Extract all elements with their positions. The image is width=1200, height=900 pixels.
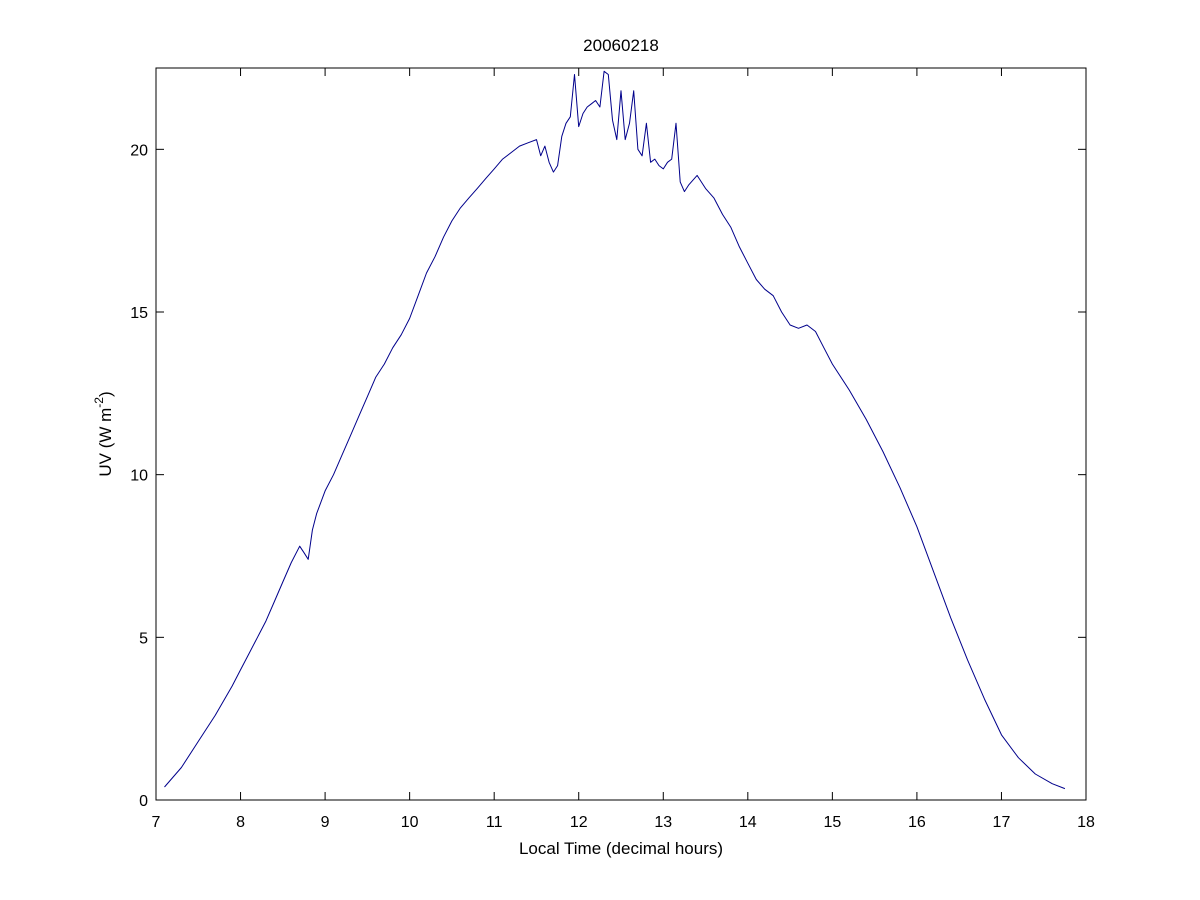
series-layer [164,70,1066,790]
x-tick-label: 15 [823,814,841,831]
x-axis-label: Local Time (decimal hours) [519,839,723,858]
y-axis-ticks: 0 5 10 15 20 [130,142,1086,810]
chart-title: 20060218 [583,36,659,55]
x-tick-label: 11 [486,814,503,831]
y-axis-label: UV (W m-2) [92,391,115,476]
y-axis-label-superscript: -2 [92,397,106,408]
plot-area [155,67,1087,801]
x-tick-label: 7 [152,814,161,831]
y-axis-label-close: ) [96,391,115,397]
series-line-uv [164,70,1066,790]
y-tick-label: 10 [130,468,148,485]
x-tick-label: 9 [321,814,330,831]
y-tick-label: 20 [130,142,148,159]
x-tick-label: 13 [654,814,672,831]
x-axis-ticks: 7 8 9 10 11 12 13 14 15 16 17 18 [152,68,1095,831]
x-tick-label: 17 [993,814,1011,831]
x-tick-label: 16 [908,814,926,831]
y-tick-label: 15 [130,305,148,322]
y-tick-label: 5 [139,630,148,647]
y-tick-label: 0 [139,793,148,810]
y-axis-label-main: UV (W m [96,408,115,477]
x-tick-label: 12 [570,814,588,831]
x-tick-label: 10 [401,814,419,831]
x-tick-label: 18 [1077,814,1095,831]
x-tick-label: 14 [739,814,757,831]
x-tick-label: 8 [236,814,245,831]
